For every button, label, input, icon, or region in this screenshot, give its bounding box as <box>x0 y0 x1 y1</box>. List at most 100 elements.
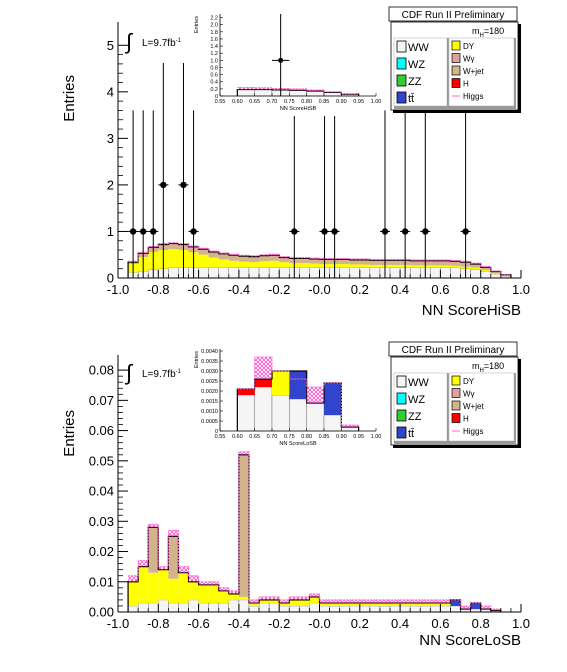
inset-x-tick-label: 0.85 <box>319 99 330 105</box>
bar-ww <box>430 268 440 278</box>
bar-ww <box>360 268 370 278</box>
bar-dy <box>178 573 188 603</box>
bar-dy <box>219 591 229 603</box>
data-point <box>462 228 468 234</box>
bar-h <box>255 379 272 387</box>
bar-dy <box>209 585 219 603</box>
bar-ww <box>430 606 440 612</box>
bar-ww <box>299 606 309 612</box>
top-x-axis-title: NN ScoreHiSB <box>422 302 521 319</box>
bar-wjet <box>340 259 350 264</box>
bar-h <box>237 389 254 395</box>
inset-y-tick-label: 1.2 <box>210 51 218 57</box>
bar-ww <box>440 268 450 278</box>
bar-dy <box>148 573 158 603</box>
inset-y-tick-label: 0.0015 <box>201 399 218 405</box>
data-point <box>150 228 156 234</box>
bar-ww <box>249 268 259 278</box>
data-point <box>180 182 186 188</box>
bar-dy <box>272 371 289 395</box>
bar-dy <box>299 600 309 606</box>
bar-ww <box>491 274 501 278</box>
legend-swatch-h <box>452 79 460 88</box>
bar-ww <box>239 600 249 612</box>
inset-y-tick-label: 0.0030 <box>201 369 218 375</box>
bar-ww <box>229 268 239 278</box>
x-tick-label: -0.6 <box>187 616 209 631</box>
legend-swatch-tt <box>397 427 406 438</box>
bar-ww <box>350 268 360 278</box>
bar-dy <box>390 265 400 268</box>
data-point <box>402 228 408 234</box>
bar-ww <box>440 606 450 612</box>
data-point <box>190 228 196 234</box>
y-tick-label: 0.07 <box>89 393 114 408</box>
bar-tt <box>450 600 460 606</box>
bar-ww <box>481 271 491 278</box>
bar-ww <box>289 606 299 612</box>
legend-swatch-wg <box>452 54 460 63</box>
bar-ww <box>307 403 324 431</box>
bar-ww <box>178 603 188 612</box>
inset-x-tick-label: 0.65 <box>249 99 260 105</box>
bar-ww <box>279 606 289 612</box>
bar-wjet <box>148 527 158 572</box>
y-tick-label: 0.00 <box>89 605 114 620</box>
bar-dy <box>350 265 360 268</box>
higgs-hatch-bar <box>307 387 324 403</box>
legend-label-wjet: W+jet <box>463 67 484 76</box>
legend-label-ww: WW <box>408 377 429 389</box>
legend-label-zz: ZZ <box>408 411 422 423</box>
bar-ww <box>237 90 254 96</box>
bar-ww <box>158 600 168 612</box>
bar-ww <box>199 268 209 278</box>
inset-y-tick-label: 0.2 <box>210 87 218 93</box>
bar-dy <box>430 265 440 267</box>
bar-dy <box>471 268 481 270</box>
inset-x-tick-label: 1.00 <box>371 434 382 440</box>
bar-ww <box>148 603 158 612</box>
y-tick-label: 4 <box>107 84 114 99</box>
bar-ww <box>370 268 380 278</box>
x-tick-label: -0.2 <box>268 282 290 297</box>
bar-ww <box>309 268 319 278</box>
svg-text:L=9.7fb-1: L=9.7fb-1 <box>142 369 182 380</box>
legend-swatch-wz <box>397 393 406 404</box>
x-tick-label: 0.4 <box>391 282 409 297</box>
integral-icon: ∫ <box>124 360 134 385</box>
svg-text:L=9.7fb-1: L=9.7fb-1 <box>142 38 182 49</box>
inset-y-tick-label: 2.0 <box>210 23 218 29</box>
bar-dy <box>340 264 350 268</box>
legend-label-dy: DY <box>463 42 475 51</box>
bottom-header: CDF Run II Preliminary <box>402 345 505 356</box>
bar-dy <box>269 261 279 268</box>
bar-ww <box>269 603 279 612</box>
legend-swatch-tt <box>397 92 406 103</box>
bar-ww <box>239 268 249 278</box>
data-point <box>321 228 327 234</box>
bar-dy <box>168 249 178 268</box>
bar-wjet <box>350 260 360 265</box>
x-tick-label: -0.0 <box>308 282 330 297</box>
top-header: CDF Run II Preliminary <box>402 10 505 21</box>
bar-ww <box>259 268 269 278</box>
bar-dy <box>138 567 148 603</box>
bar-ww <box>450 268 460 278</box>
legend-label-wg: Wγ <box>463 390 475 399</box>
bar-dy <box>189 582 199 600</box>
x-tick-label: -0.6 <box>187 282 209 297</box>
data-point <box>331 228 337 234</box>
bar-dy <box>229 594 239 600</box>
bar-ww <box>471 270 481 278</box>
bar-ww <box>249 606 259 612</box>
inset-x-tick-label: 0.70 <box>267 434 278 440</box>
inset-x-tick-label: 1.00 <box>371 99 382 105</box>
inset-y-tick-label: 0.0005 <box>201 419 218 425</box>
inset-y-tick-label: 0 <box>215 429 218 435</box>
y-tick-label: 0.05 <box>89 453 114 468</box>
legend-swatch-wz <box>397 58 406 69</box>
bar-ww <box>279 268 289 278</box>
legend-label-wz: WZ <box>408 59 425 71</box>
bar-wjet <box>229 255 239 261</box>
